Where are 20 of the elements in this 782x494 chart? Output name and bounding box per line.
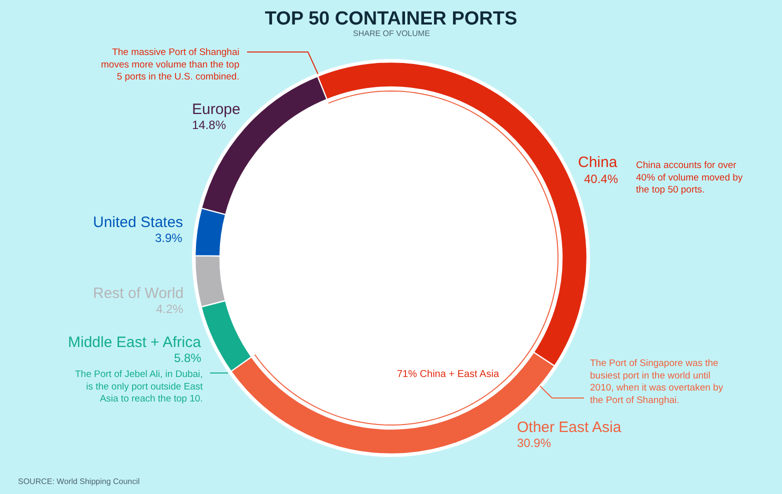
slice-label: United States xyxy=(93,214,184,231)
text: The Port of Singapore was the busiest port in the world until 2010, when it was overtaken by the Port of Shanghai. xyxy=(590,358,724,406)
text: 71% China + East Asia xyxy=(397,369,500,380)
text: The massive Port of Shanghai moves more volume than the top 5 ports in the U.S. combined. xyxy=(101,47,240,83)
text: The Port of Jebel Ali, in Dubai, is the only port outside East Asia to reach the top 10. xyxy=(75,369,204,405)
slice-label: Other East Asia xyxy=(517,419,622,436)
chart-subtitle: SHARE OF VOLUME xyxy=(353,29,430,38)
data-label: 30.9% xyxy=(517,436,552,450)
data-label: 5.8% xyxy=(174,351,202,365)
slice-label: China xyxy=(578,154,618,171)
source-note: SOURCE: World Shipping Council xyxy=(18,477,140,486)
text: China accounts for over 40% of volume moved by the top 50 ports. xyxy=(636,160,743,196)
data-label: 14.8% xyxy=(192,118,226,132)
data-label: 3.9% xyxy=(155,231,183,245)
slice-label: Middle East + Africa xyxy=(68,334,202,351)
data-label: 40.4% xyxy=(584,172,618,186)
data-label: 4.2% xyxy=(156,302,184,316)
chart-title: TOP 50 CONTAINER PORTS xyxy=(264,8,518,30)
slice-label: Europe xyxy=(192,101,240,118)
slice-label: Rest of World xyxy=(93,285,184,302)
